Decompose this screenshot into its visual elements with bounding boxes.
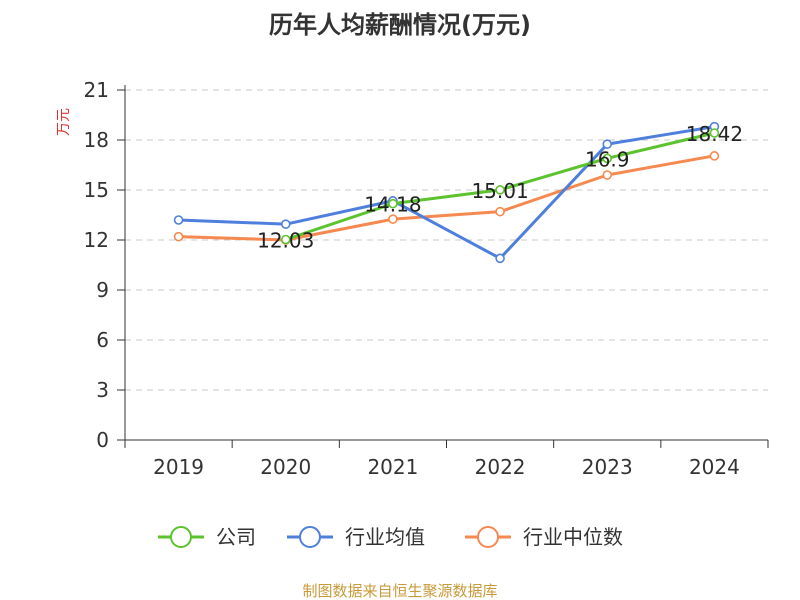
series-line-2	[178, 154, 715, 242]
y-tick-label: 21	[84, 78, 109, 102]
legend-label: 行业均值	[345, 525, 425, 549]
x-tick-label: 2021	[367, 455, 418, 479]
data-label: 12.03	[257, 229, 314, 253]
data-label: 14.18	[364, 193, 421, 217]
legend-item-1[interactable]: 行业均值	[287, 525, 425, 549]
data-label: 16.9	[585, 147, 630, 171]
legend-item-2[interactable]: 行业中位数	[465, 525, 623, 549]
y-tick-label: 15	[84, 178, 109, 202]
y-tick-label: 6	[96, 328, 109, 352]
data-point[interactable]	[602, 170, 613, 180]
data-labels: 12.03 14.18 15.01 16.9 18.42	[257, 122, 743, 253]
x-tick-label: 2024	[689, 455, 740, 479]
chart-title: 历年人均薪酬情况(万元)	[269, 11, 531, 39]
data-point[interactable]	[495, 185, 505, 195]
y-tick-label: 12	[84, 228, 109, 252]
data-point[interactable]	[602, 153, 613, 164]
data-point[interactable]	[388, 214, 398, 224]
x-tick-label: 2023	[582, 455, 633, 479]
data-point[interactable]	[173, 231, 184, 242]
y-tick-label: 0	[96, 428, 109, 452]
data-point[interactable]	[495, 253, 505, 264]
legend-label: 行业中位数	[523, 525, 623, 549]
x-tick-label: 2022	[475, 455, 526, 479]
data-point[interactable]	[709, 128, 720, 138]
data-point[interactable]	[602, 139, 613, 149]
legend-label: 公司	[216, 525, 256, 549]
data-label: 15.01	[471, 179, 528, 203]
legend-marker	[477, 526, 499, 548]
data-point[interactable]	[495, 206, 505, 217]
y-tick-label: 3	[96, 378, 109, 402]
data-point[interactable]	[280, 234, 291, 245]
y-tick-label: 18	[84, 128, 109, 152]
x-tick-label: 2019	[153, 455, 204, 479]
data-point[interactable]	[173, 215, 184, 225]
y-axis-label: 万元	[56, 108, 72, 136]
data-point[interactable]	[388, 198, 398, 209]
y-tick-label: 9	[96, 278, 109, 302]
legend[interactable]: 公司 行业均值 行业中位数	[158, 525, 623, 549]
legend-marker	[299, 526, 321, 548]
data-label: 18.42	[686, 122, 743, 146]
source-note: 制图数据来自恒生聚源数据库	[302, 582, 497, 600]
data-point[interactable]	[280, 219, 291, 229]
gridlines	[125, 89, 768, 391]
axes: 0 3 6 9 12 15 18 21 2019 2020 2021 2022 2023 2024	[84, 78, 769, 479]
data-point[interactable]	[709, 151, 720, 161]
series-group	[173, 121, 720, 264]
series-line-1	[178, 125, 715, 260]
legend-marker	[170, 526, 192, 548]
legend-item-0[interactable]: 公司	[158, 525, 256, 549]
x-tick-label: 2020	[260, 455, 311, 479]
